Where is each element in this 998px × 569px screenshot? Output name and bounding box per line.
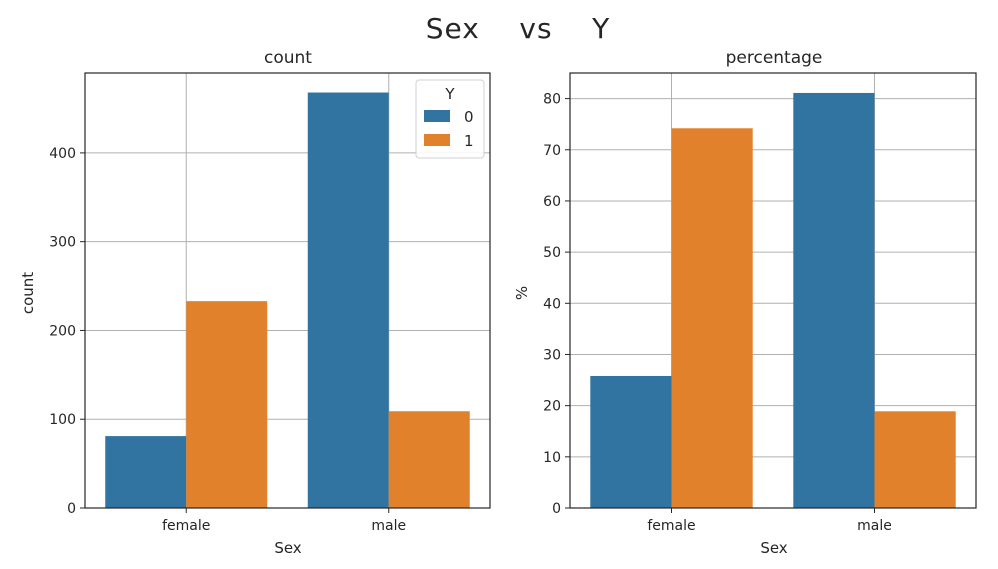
plot-frame (84, 72, 491, 509)
y-tick-label: 30 (543, 347, 561, 363)
bar-female-series-1 (671, 128, 753, 509)
legend-entry: 0 (464, 108, 474, 126)
y-tick-label: 200 (49, 323, 76, 339)
x-tick-label: male (371, 518, 406, 534)
y-tick-label: 50 (543, 245, 561, 261)
x-tick-label: male (857, 518, 892, 534)
bar-female-series-0 (590, 375, 672, 508)
x-tick-label: female (162, 518, 210, 534)
y-axis-label: % (513, 286, 531, 300)
y-tick-label: 40 (543, 296, 561, 312)
y-tick-label: 80 (543, 92, 561, 108)
y-tick-label: 400 (49, 146, 76, 162)
chart-title: count (264, 48, 312, 68)
legend-swatch (424, 110, 450, 122)
y-tick-label: 0 (552, 501, 561, 517)
bar-female-series-0 (105, 436, 187, 508)
legend-swatch (424, 134, 450, 146)
legend-title: Y (444, 85, 455, 103)
x-axis-label: Sex (760, 539, 787, 557)
y-tick-label: 70 (543, 143, 561, 159)
y-tick-label: 10 (543, 450, 561, 466)
chart-title: percentage (726, 48, 823, 68)
y-tick-label: 0 (67, 501, 76, 517)
bar-male-series-0 (793, 92, 875, 508)
bar-male-series-1 (874, 411, 956, 508)
bar-female-series-1 (186, 301, 268, 508)
y-tick-label: 20 (543, 399, 561, 415)
plot-frame (569, 72, 977, 509)
percentage-chart: 0 10 20 30 40 50 60 70 80 female male percentage Sex… (513, 48, 977, 557)
legend-entry: 1 (464, 132, 474, 150)
x-tick-label: female (647, 518, 695, 534)
x-axis-label: Sex (274, 539, 301, 557)
bar-male-series-1 (388, 411, 470, 508)
y-axis-label: count (19, 272, 37, 314)
legend: Y0 1 (415, 79, 485, 159)
bar-male-series-0 (307, 92, 389, 508)
figure-title: Sex vs Y (426, 12, 611, 45)
y-tick-label: 100 (49, 412, 76, 428)
y-tick-label: 300 (49, 235, 76, 251)
y-tick-label: 60 (543, 194, 561, 210)
